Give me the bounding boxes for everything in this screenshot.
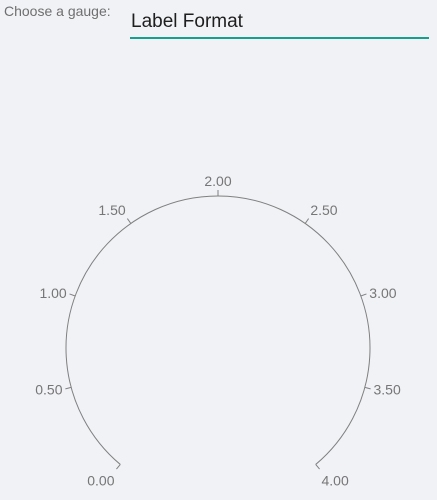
gauge-tick-labels: 0.00 0.50 1.00 1.50 2.00 2.50 3.00 3.50 4.00 — [35, 173, 401, 488]
gauge-arc — [65, 195, 371, 465]
gauge-tick-label: 0.50 — [35, 382, 62, 398]
gauge-tick-label: 0.00 — [87, 472, 114, 488]
gauge-tick — [315, 464, 320, 470]
gauge-tick — [65, 386, 72, 390]
gauge-tick — [69, 293, 76, 297]
gauge-tick — [364, 386, 371, 390]
gauge-tick-label: 4.00 — [321, 472, 348, 488]
gauge-chooser-label: Choose a gauge: — [4, 3, 111, 19]
gauge-tick-label: 2.50 — [310, 202, 337, 218]
gauge-tick — [304, 218, 310, 224]
gauge-tick-label: 1.50 — [98, 202, 125, 218]
gauge-select[interactable]: Label Format — [130, 10, 429, 39]
gauge-tick-label: 1.00 — [39, 285, 66, 301]
gauge-tick — [116, 464, 121, 470]
gauge-tick — [360, 293, 367, 297]
gauge-tick-label: 3.00 — [369, 285, 396, 301]
gauge-tick — [126, 218, 132, 224]
gauge-tick-label: 2.00 — [204, 173, 231, 189]
gauge-select-value: Label Format — [131, 11, 243, 32]
gauge-ticks — [65, 190, 371, 470]
gauge-tick-label: 3.50 — [374, 382, 401, 398]
